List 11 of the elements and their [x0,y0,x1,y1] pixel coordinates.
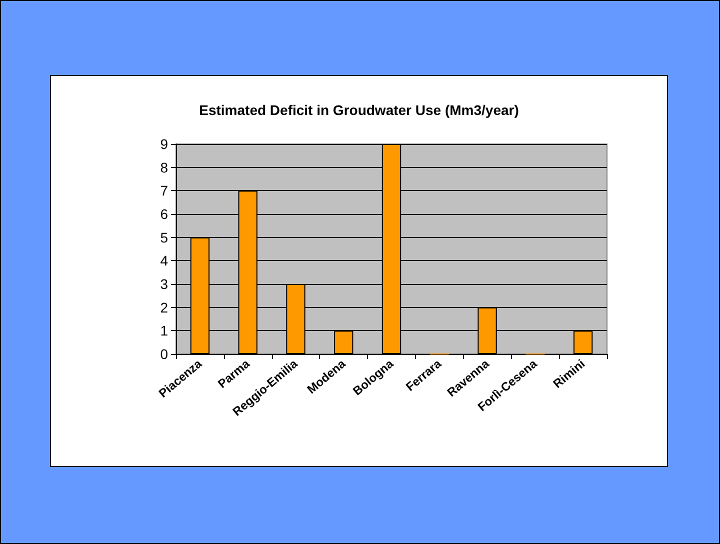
y-tick-label: 5 [160,229,168,246]
y-tick-label: 6 [160,206,168,222]
y-tick-label: 0 [160,346,168,362]
y-tick-label: 2 [160,299,168,316]
y-tick-label: 9 [160,136,168,152]
y-tick-label: 7 [160,182,168,199]
y-tick-label: 4 [160,252,168,269]
chart-title: Estimated Deficit in Groudwater Use (Mm3/year) [199,102,519,118]
y-tick-label: 1 [160,322,168,339]
y-tick-label: 8 [160,159,168,176]
y-tick-label: 3 [160,276,168,292]
